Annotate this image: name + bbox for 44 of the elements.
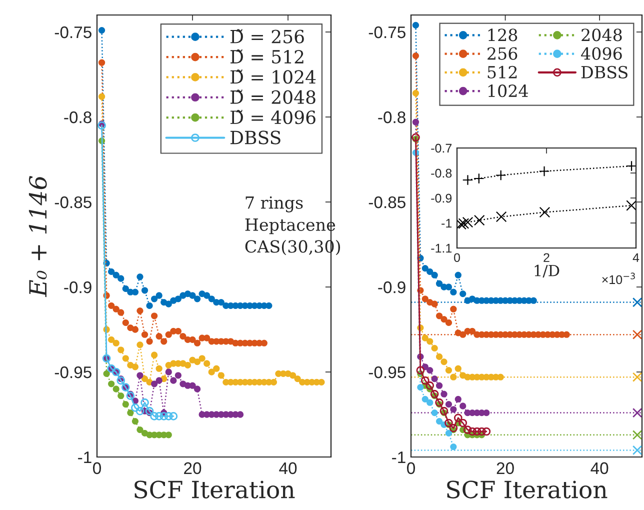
y-tick-label: -1.1 bbox=[431, 244, 452, 253]
x-tick-label: 0 bbox=[454, 253, 460, 262]
x-tick-label: 0 bbox=[407, 462, 415, 474]
legend-label: D̃ = 2048 bbox=[230, 90, 316, 104]
x-tick-label: 20 bbox=[496, 462, 514, 474]
legend-label: D̃ = 256 bbox=[230, 29, 304, 44]
y-tick-label: -0.95 bbox=[54, 366, 92, 378]
legend-label: 128 bbox=[488, 28, 518, 42]
legend-label: 256 bbox=[488, 47, 518, 60]
y-tick-label: -0.8 bbox=[64, 111, 92, 124]
y-tick-label: -0.75 bbox=[368, 26, 406, 38]
y-tick-label: -0.95 bbox=[368, 366, 406, 378]
y-tick-label: -0.8 bbox=[378, 111, 406, 124]
legend-label: DBSS bbox=[230, 130, 280, 144]
y-axis-title: E₀ + 1146 bbox=[28, 176, 47, 298]
annotation: ×10$^{−3}$ bbox=[602, 272, 635, 284]
y-tick-label: -1 bbox=[78, 452, 92, 464]
legend-label: 1024 bbox=[488, 84, 528, 98]
y-tick-label: -0.85 bbox=[368, 196, 406, 208]
legend-label: D̃ = 1024 bbox=[230, 70, 316, 84]
y-tick-label: -0.8 bbox=[431, 168, 452, 178]
legend-label: DBSS bbox=[581, 66, 628, 78]
y-tick-label: -1 bbox=[392, 452, 406, 464]
y-tick-label: -0.9 bbox=[64, 281, 92, 294]
y-tick-label: -0.9 bbox=[378, 281, 406, 294]
x-tick-label: 2 bbox=[544, 253, 550, 262]
legend-label: D̃ = 512 bbox=[230, 49, 304, 64]
x-tick-label: 0 bbox=[93, 462, 101, 474]
x-tick-label: 40 bbox=[590, 462, 608, 474]
x-tick-label: 40 bbox=[279, 462, 297, 474]
x-tick-label: 4 bbox=[632, 253, 640, 262]
y-tick-label: -0.7 bbox=[431, 144, 452, 153]
legend-label: 512 bbox=[488, 66, 517, 78]
y-tick-label: -0.75 bbox=[54, 26, 92, 38]
y-tick-label: -1 bbox=[442, 218, 452, 228]
x-axis-title: SCF Iteration bbox=[447, 480, 608, 498]
y-tick-label: -0.85 bbox=[54, 196, 92, 208]
legend-label: 2048 bbox=[582, 28, 622, 42]
x-axis-title: 1/D bbox=[534, 264, 560, 278]
legend-label: D̃ = 4096 bbox=[230, 110, 316, 124]
x-tick-label: 20 bbox=[184, 462, 202, 474]
y-tick-label: -0.9 bbox=[431, 194, 452, 203]
legend-label: 4096 bbox=[581, 47, 622, 60]
x-axis-title: SCF Iteration bbox=[134, 480, 295, 498]
